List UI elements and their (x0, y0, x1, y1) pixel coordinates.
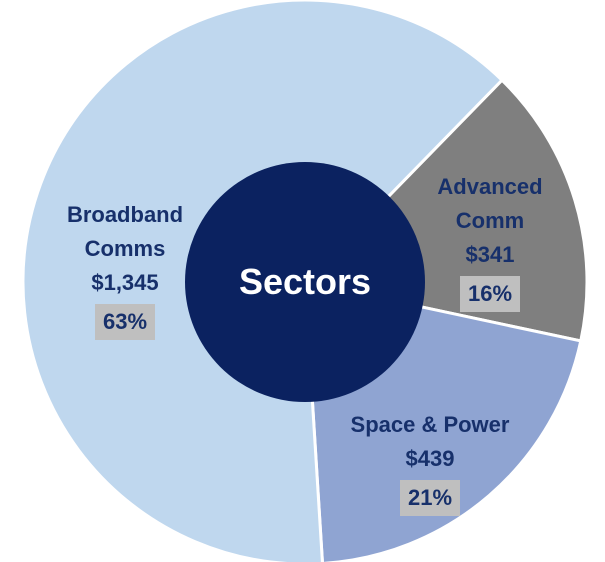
share-label: 21% (399, 480, 461, 516)
center-label: Sectors (238, 261, 372, 302)
share-label: 16% (459, 276, 521, 312)
value-label: $439 (405, 446, 455, 471)
category-name: Space & Power (350, 412, 510, 437)
slice-label: Broadband Comms $1,345 63% (40, 198, 210, 340)
center-hole (185, 162, 425, 402)
share-label: 63% (94, 304, 156, 340)
category-name: Broadband Comms (66, 202, 184, 261)
slice-label: Space & Power $439 21% (305, 408, 555, 516)
slice-label: Advanced Comm $341 16% (415, 170, 565, 312)
category-name: Advanced Comm (437, 174, 543, 233)
value-label: $1,345 (91, 270, 159, 295)
value-label: $341 (465, 242, 515, 267)
